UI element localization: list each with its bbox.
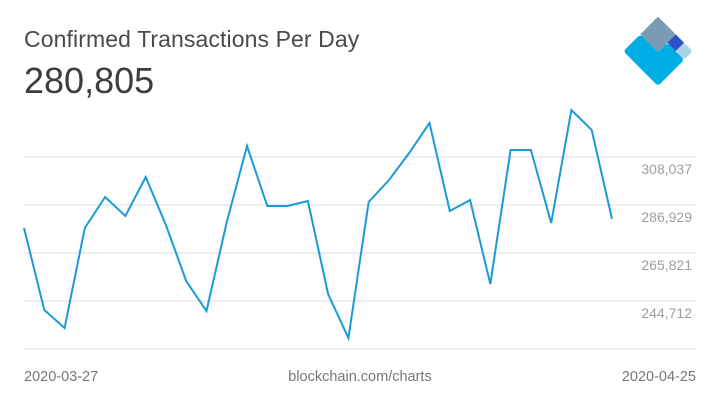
gridlines [24, 156, 695, 350]
y-tick-label: 265,821 [641, 256, 692, 273]
y-tick-label: 308,037 [641, 161, 692, 177]
transactions-line [23, 107, 613, 342]
y-tick-label: 286,929 [641, 208, 692, 225]
end-date-label: 2020-04-25 [621, 369, 696, 385]
chart-title: Confirmed Transactions Per Day [24, 26, 360, 52]
source-link[interactable]: blockchain.com/charts [288, 369, 432, 385]
current-value: 280,805 [24, 60, 155, 101]
y-tick-label: 244,712 [641, 305, 692, 321]
blockchain-logo-icon [624, 16, 692, 85]
start-date-label: 2020-03-27 [24, 369, 99, 385]
